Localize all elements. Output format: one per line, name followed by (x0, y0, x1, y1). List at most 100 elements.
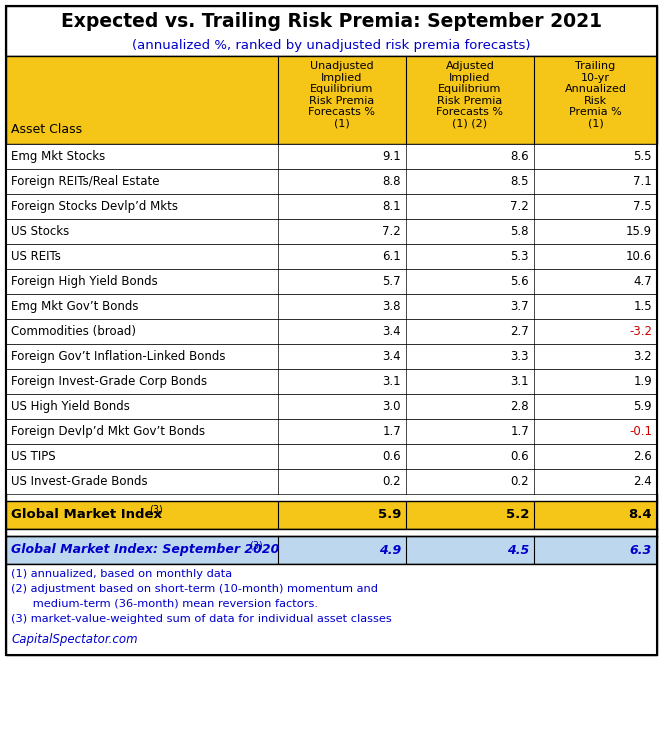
Text: 5.5: 5.5 (634, 150, 652, 163)
Text: 0.6: 0.6 (511, 450, 529, 463)
Text: Global Market Index: Global Market Index (11, 508, 162, 521)
Text: 1.5: 1.5 (633, 300, 652, 313)
Text: Foreign High Yield Bonds: Foreign High Yield Bonds (11, 275, 158, 288)
Text: Foreign Gov’t Inflation-Linked Bonds: Foreign Gov’t Inflation-Linked Bonds (11, 350, 225, 363)
Bar (6, 144, 657, 169)
Bar (6, 219, 657, 244)
Text: 5.2: 5.2 (506, 508, 529, 521)
Text: US Invest-Grade Bonds: US Invest-Grade Bonds (11, 475, 148, 488)
Text: 3.4: 3.4 (383, 325, 401, 338)
Text: 2.8: 2.8 (511, 400, 529, 413)
Text: 8.5: 8.5 (511, 175, 529, 188)
Text: 4.9: 4.9 (379, 544, 401, 556)
Bar (6, 494, 657, 501)
Text: 2.4: 2.4 (633, 475, 652, 488)
Text: 4.5: 4.5 (507, 544, 529, 556)
Text: 6.3: 6.3 (630, 544, 652, 556)
Text: Adjusted
Implied
Equilibrium
Risk Premia
Forecasts %
(1) (2): Adjusted Implied Equilibrium Risk Premia… (436, 61, 503, 129)
Text: (3): (3) (249, 540, 263, 550)
Bar (6, 319, 657, 344)
Bar (6, 6, 657, 655)
Text: 8.8: 8.8 (383, 175, 401, 188)
Bar (6, 369, 657, 394)
Bar (6, 194, 657, 219)
Text: US Stocks: US Stocks (11, 225, 69, 238)
Bar (6, 294, 657, 319)
Bar (6, 469, 657, 494)
Text: 3.3: 3.3 (511, 350, 529, 363)
Text: 9.1: 9.1 (383, 150, 401, 163)
Text: Commodities (broad): Commodities (broad) (11, 325, 136, 338)
Text: 0.2: 0.2 (511, 475, 529, 488)
Text: US REITs: US REITs (11, 250, 61, 263)
Text: (3) market-value-weighted sum of data for individual asset classes: (3) market-value-weighted sum of data fo… (11, 614, 392, 624)
Bar (6, 269, 657, 294)
Text: 7.5: 7.5 (633, 200, 652, 213)
Text: 8.4: 8.4 (629, 508, 652, 521)
Text: Unadjusted
Implied
Equilibrium
Risk Premia
Forecasts %
(1): Unadjusted Implied Equilibrium Risk Prem… (308, 61, 375, 129)
Text: Foreign REITs/Real Estate: Foreign REITs/Real Estate (11, 175, 160, 188)
Text: Emg Mkt Gov’t Bonds: Emg Mkt Gov’t Bonds (11, 300, 139, 313)
Text: 6.1: 6.1 (383, 250, 401, 263)
Bar (6, 169, 657, 194)
Text: 7.1: 7.1 (633, 175, 652, 188)
Text: 3.2: 3.2 (633, 350, 652, 363)
Text: 3.1: 3.1 (511, 375, 529, 388)
Text: Expected vs. Trailing Risk Premia: September 2021: Expected vs. Trailing Risk Premia: Septe… (61, 12, 602, 31)
Text: (2) adjustment based on short-term (10-month) momentum and: (2) adjustment based on short-term (10-m… (11, 584, 378, 594)
Text: 3.8: 3.8 (383, 300, 401, 313)
Text: 5.9: 5.9 (378, 508, 401, 521)
Text: 8.6: 8.6 (511, 150, 529, 163)
Bar (6, 244, 657, 269)
Text: (annualized %, ranked by unadjusted risk premia forecasts): (annualized %, ranked by unadjusted risk… (132, 40, 531, 53)
Text: Asset Class: Asset Class (11, 123, 82, 136)
Text: 2.6: 2.6 (633, 450, 652, 463)
Text: -3.2: -3.2 (629, 325, 652, 338)
Text: 7.2: 7.2 (511, 200, 529, 213)
Text: 3.4: 3.4 (383, 350, 401, 363)
Text: -0.1: -0.1 (629, 425, 652, 438)
Text: 2.7: 2.7 (511, 325, 529, 338)
Text: 3.0: 3.0 (383, 400, 401, 413)
Text: US High Yield Bonds: US High Yield Bonds (11, 400, 130, 413)
Bar (6, 6, 657, 56)
Text: 0.6: 0.6 (383, 450, 401, 463)
Text: medium-term (36-month) mean reversion factors.: medium-term (36-month) mean reversion fa… (11, 599, 318, 609)
Text: (1) annualized, based on monthly data: (1) annualized, based on monthly data (11, 569, 232, 579)
Bar (6, 344, 657, 369)
Text: Emg Mkt Stocks: Emg Mkt Stocks (11, 150, 105, 163)
Text: (3): (3) (149, 505, 162, 515)
Text: 1.7: 1.7 (511, 425, 529, 438)
Text: 1.9: 1.9 (633, 375, 652, 388)
Text: Foreign Stocks Devlp’d Mkts: Foreign Stocks Devlp’d Mkts (11, 200, 178, 213)
Text: CapitalSpectator.com: CapitalSpectator.com (11, 633, 138, 646)
Text: 3.1: 3.1 (383, 375, 401, 388)
Text: 4.7: 4.7 (633, 275, 652, 288)
Text: 7.2: 7.2 (383, 225, 401, 238)
Text: 10.6: 10.6 (626, 250, 652, 263)
Bar (6, 444, 657, 469)
Text: 1.7: 1.7 (383, 425, 401, 438)
Text: 0.2: 0.2 (383, 475, 401, 488)
Bar (6, 419, 657, 444)
Bar (6, 56, 657, 144)
Text: 5.8: 5.8 (511, 225, 529, 238)
Bar (6, 6, 657, 655)
Bar (6, 529, 657, 536)
Text: Global Market Index: September 2020: Global Market Index: September 2020 (11, 544, 279, 556)
Text: 3.7: 3.7 (511, 300, 529, 313)
Text: 5.3: 5.3 (511, 250, 529, 263)
Text: 15.9: 15.9 (626, 225, 652, 238)
Text: Foreign Devlp’d Mkt Gov’t Bonds: Foreign Devlp’d Mkt Gov’t Bonds (11, 425, 205, 438)
Bar (6, 536, 657, 564)
Text: Foreign Invest-Grade Corp Bonds: Foreign Invest-Grade Corp Bonds (11, 375, 207, 388)
Text: US TIPS: US TIPS (11, 450, 56, 463)
Bar (6, 394, 657, 419)
Text: 5.9: 5.9 (633, 400, 652, 413)
Text: 8.1: 8.1 (383, 200, 401, 213)
Text: 5.6: 5.6 (511, 275, 529, 288)
Bar (6, 501, 657, 529)
Text: 5.7: 5.7 (383, 275, 401, 288)
Text: Trailing
10-yr
Annualized
Risk
Premia %
(1): Trailing 10-yr Annualized Risk Premia % … (564, 61, 627, 129)
Bar (6, 564, 657, 655)
